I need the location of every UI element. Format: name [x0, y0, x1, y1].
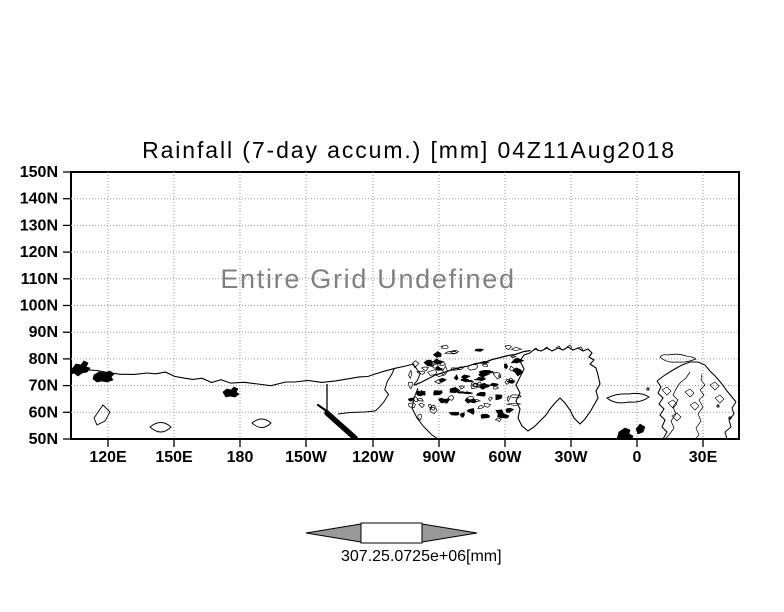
svg-text:80N: 80N [29, 351, 58, 368]
svg-text:90W: 90W [423, 449, 457, 466]
svg-text:120N: 120N [20, 244, 58, 261]
svg-text:50N: 50N [29, 431, 58, 448]
svg-text:130N: 130N [20, 217, 58, 234]
svg-text:110N: 110N [21, 271, 58, 288]
svg-text:60N: 60N [29, 404, 58, 421]
svg-text:0: 0 [633, 449, 642, 466]
svg-text:30W: 30W [555, 449, 589, 466]
svg-text:30E: 30E [689, 449, 718, 466]
svg-text:90N: 90N [29, 324, 58, 341]
svg-text:Rainfall (7-day accum.) [mm] 0: Rainfall (7-day accum.) [mm] 04Z11Aug201… [142, 137, 676, 163]
svg-text:60W: 60W [489, 449, 523, 466]
svg-text:140N: 140N [20, 191, 58, 208]
svg-text:100N: 100N [20, 298, 58, 315]
svg-text:Entire Grid Undefined: Entire Grid Undefined [220, 264, 515, 294]
svg-text:120W: 120W [352, 449, 395, 466]
svg-text:70N: 70N [29, 378, 58, 395]
svg-text:307.25.0725e+06[mm]: 307.25.0725e+06[mm] [341, 548, 502, 565]
svg-text:150W: 150W [285, 449, 328, 466]
svg-text:120E: 120E [89, 449, 127, 466]
svg-text:180: 180 [227, 449, 254, 466]
svg-text:150N: 150N [20, 164, 58, 181]
svg-text:150E: 150E [155, 449, 193, 466]
